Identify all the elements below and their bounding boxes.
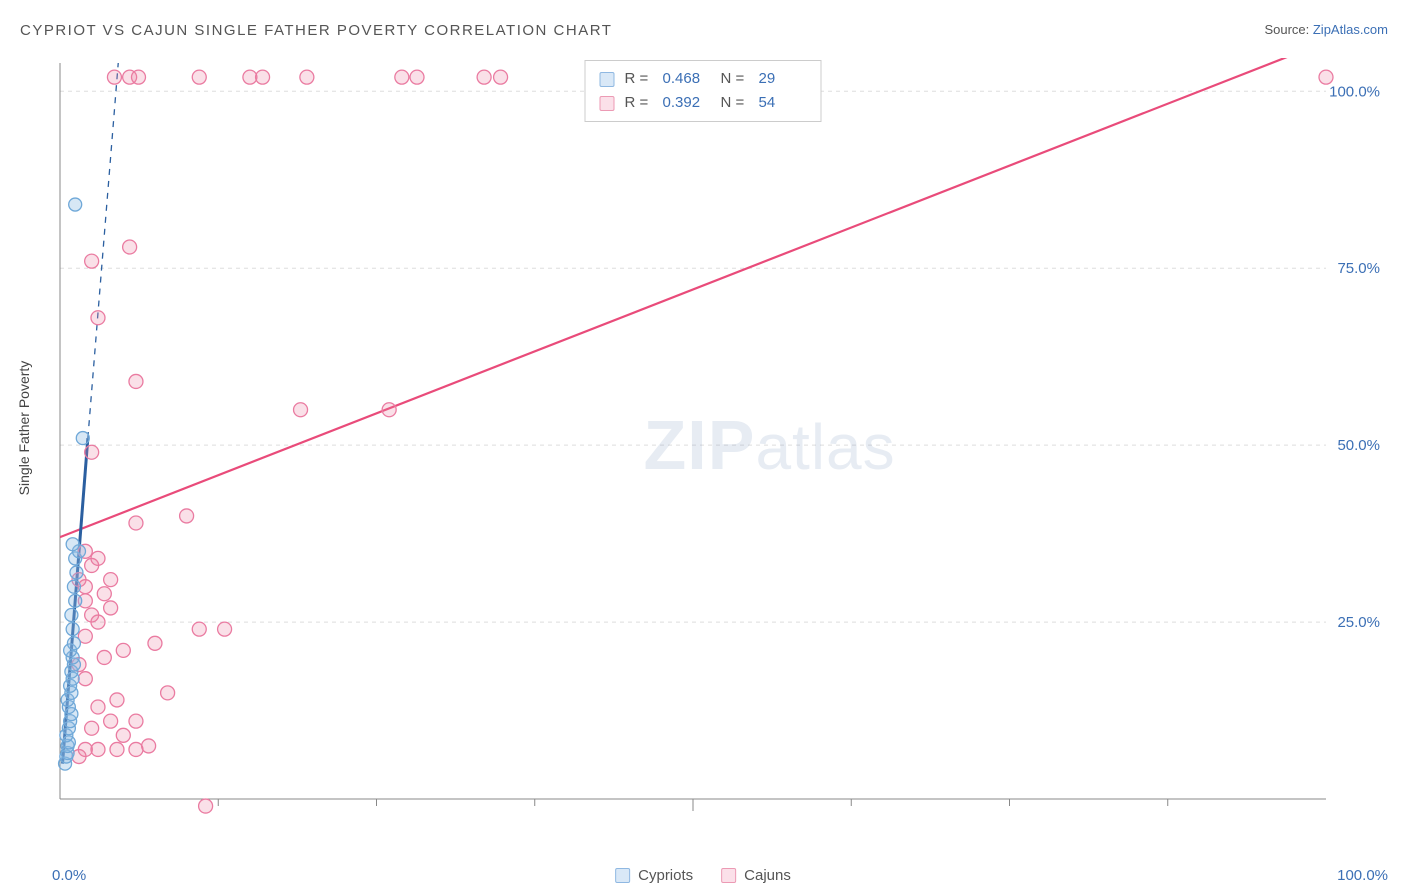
cajun-point [78, 742, 92, 756]
cajun-point [382, 403, 396, 417]
cypriot-point [69, 594, 82, 607]
cajun-point [192, 70, 206, 84]
cajun-point [129, 374, 143, 388]
cajun-point [180, 509, 194, 523]
cajun-point [256, 70, 270, 84]
cypriot-point [66, 538, 79, 551]
n-value: 54 [759, 91, 807, 115]
chart-container: CYPRIOT VS CAJUN SINGLE FATHER POVERTY C… [0, 0, 1406, 892]
cajun-point [161, 686, 175, 700]
cajun-point [199, 799, 213, 813]
cajun-point [129, 714, 143, 728]
cajun-point [104, 573, 118, 587]
cajun-point [131, 70, 145, 84]
cajun-point [97, 650, 111, 664]
cajun-point [300, 70, 314, 84]
cajun-point [104, 601, 118, 615]
correlation-legend-row: R = 0.468 N = 29 [600, 67, 807, 91]
cypriot-point [69, 198, 82, 211]
cajun-point [129, 516, 143, 530]
legend-swatch [600, 96, 615, 111]
cajun-point [294, 403, 308, 417]
n-label: N = [721, 91, 749, 115]
cajun-point [91, 551, 105, 565]
y-tick-label: 100.0% [1329, 83, 1380, 100]
correlation-legend-row: R = 0.392 N = 54 [600, 91, 807, 115]
series-legend: Cypriots Cajuns [615, 867, 791, 884]
cajun-point [192, 622, 206, 636]
cajun-point [243, 70, 257, 84]
cajun-point [97, 587, 111, 601]
cypriot-point [67, 637, 80, 650]
source-link[interactable]: ZipAtlas.com [1313, 22, 1388, 37]
series-label: Cypriots [638, 867, 693, 884]
n-label: N = [721, 67, 749, 91]
y-tick-label: 25.0% [1337, 614, 1380, 631]
cajun-point [123, 240, 137, 254]
x-axis-max-label: 100.0% [1337, 867, 1388, 884]
cajun-point [1319, 70, 1333, 84]
cajun-point [395, 70, 409, 84]
cajun-point [104, 714, 118, 728]
cajun-point [116, 728, 130, 742]
r-value: 0.392 [663, 91, 711, 115]
cajun-point [129, 742, 143, 756]
cajun-point [494, 70, 508, 84]
cajun-point [91, 311, 105, 325]
cajun-point [110, 742, 124, 756]
cajun-point [85, 254, 99, 268]
cajun-point [85, 608, 99, 622]
series-legend-item: Cypriots [615, 867, 693, 884]
cajun-point [477, 70, 491, 84]
cypriot-point [66, 623, 79, 636]
cypriot-point [76, 432, 89, 445]
cajun-point [91, 742, 105, 756]
cajun-point [410, 70, 424, 84]
cajun-point [110, 693, 124, 707]
legend-swatch [721, 868, 736, 883]
cajun-point [142, 739, 156, 753]
x-axis-min-label: 0.0% [52, 867, 86, 884]
cajun-point [116, 643, 130, 657]
source-prefix: Source: [1264, 22, 1312, 37]
chart-title: CYPRIOT VS CAJUN SINGLE FATHER POVERTY C… [20, 22, 612, 39]
r-label: R = [625, 91, 653, 115]
series-label: Cajuns [744, 867, 791, 884]
cypriot-point [65, 609, 78, 622]
plot-area: 25.0%50.0%75.0%100.0% ZIPatlas [46, 55, 1386, 835]
cypriot-point [70, 566, 83, 579]
scatter-plot-svg: 25.0% 50.0% 75.0% 100.0% [46, 55, 1386, 835]
correlation-legend: R = 0.468 N = 29 R = 0.392 N = 54 [585, 60, 822, 122]
r-label: R = [625, 67, 653, 91]
r-value: 0.468 [663, 67, 711, 91]
y-tick-label: 75.0% [1337, 260, 1380, 277]
cajun-point [85, 721, 99, 735]
cajun-point [91, 700, 105, 714]
legend-swatch [600, 72, 615, 87]
cajun-point [218, 622, 232, 636]
cajun-point [148, 636, 162, 650]
cajun-point [85, 445, 99, 459]
y-tick-label: 50.0% [1337, 437, 1380, 454]
legend-swatch [615, 868, 630, 883]
n-value: 29 [759, 67, 807, 91]
y-axis-label: Single Father Poverty [16, 361, 32, 496]
series-legend-item: Cajuns [721, 867, 791, 884]
source-attribution: Source: ZipAtlas.com [1264, 22, 1388, 37]
cypriot-point [67, 580, 80, 593]
cajun-point [78, 672, 92, 686]
cajun-point [107, 70, 121, 84]
